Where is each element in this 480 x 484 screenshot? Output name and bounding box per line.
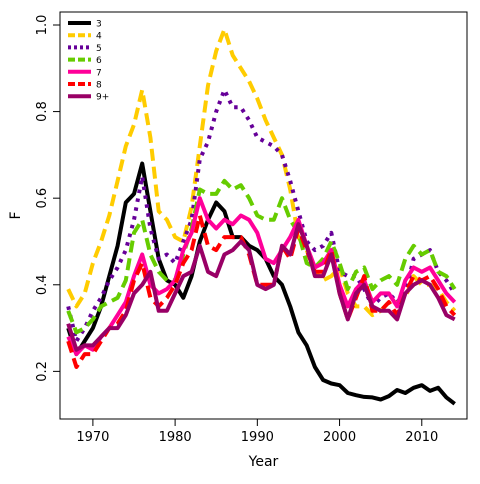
series-line-4 <box>66 27 457 318</box>
series-line-8 <box>66 213 457 369</box>
x-axis-title: Year <box>248 454 279 470</box>
plot-frame <box>59 11 468 420</box>
y-axis-title: F <box>8 211 24 219</box>
y-tick-label: 0.8 <box>35 101 50 122</box>
x-tick-label: 2010 <box>405 430 438 445</box>
series-line-9 <box>66 222 456 352</box>
legend-label-5: 5 <box>96 44 102 54</box>
x-tick-label: 1970 <box>76 430 109 445</box>
legend-label-3: 3 <box>96 20 102 30</box>
series-line-3 <box>66 161 456 406</box>
legend-label-7: 7 <box>96 68 102 78</box>
legend-label-8: 8 <box>96 81 102 91</box>
y-tick-label: 1.0 <box>35 15 50 36</box>
x-axis: 1970 1980 1990 2000 2010 <box>76 418 438 445</box>
y-tick-label: 0.4 <box>35 274 50 295</box>
x-tick-label: 1980 <box>159 430 192 445</box>
series-line-6 <box>66 178 457 335</box>
legend: 3 4 5 6 7 8 9+ <box>68 20 109 103</box>
y-tick-label: 0.6 <box>35 188 50 209</box>
x-tick-label: 1990 <box>241 430 274 445</box>
series-layer <box>66 27 457 406</box>
y-tick-label: 0.2 <box>35 361 50 382</box>
y-axis: 0.2 0.4 0.6 0.8 1.0 <box>35 15 61 382</box>
x-tick-label: 2000 <box>323 430 356 445</box>
legend-label-9: 9+ <box>96 93 109 103</box>
series-line-5 <box>66 87 457 344</box>
legend-label-6: 6 <box>96 56 102 66</box>
legend-label-4: 4 <box>96 32 102 42</box>
